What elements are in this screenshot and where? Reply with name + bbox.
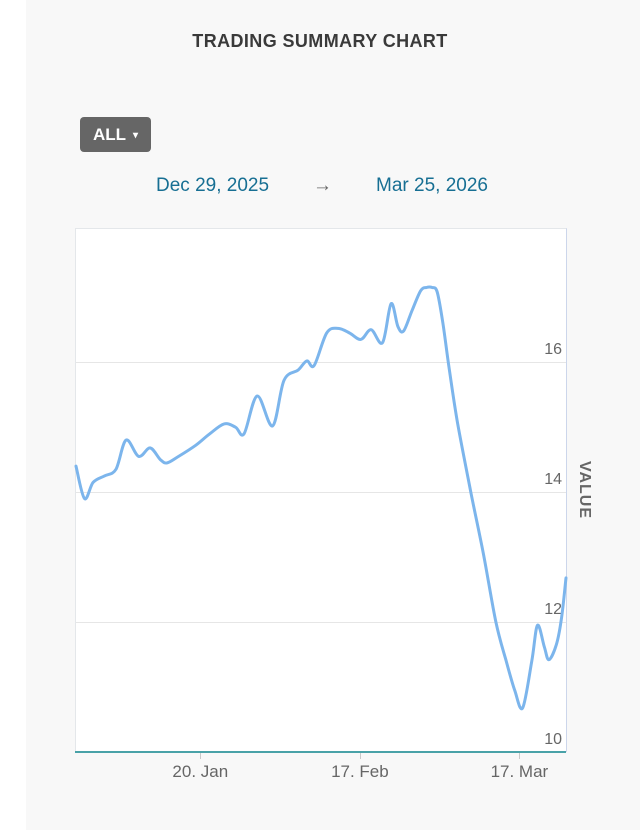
x-axis-tick-label: 17. Mar — [490, 762, 549, 781]
x-axis-tick-label: 17. Feb — [331, 762, 389, 781]
series-chart-svg — [74, 285, 568, 711]
x-axis-line — [75, 751, 566, 753]
x-axis-tick-label: 20. Jan — [172, 762, 229, 781]
start-date-link[interactable]: Dec 29, 2025 — [156, 175, 270, 196]
page-title: TRADING SUMMARY CHART — [192, 31, 448, 51]
x-axis-tick — [519, 753, 521, 759]
end-date-link[interactable]: Mar 25, 2026 — [376, 175, 488, 196]
gridline — [76, 622, 566, 624]
caret-down-icon: ▾ — [133, 129, 139, 141]
x-axis-tick — [200, 753, 202, 759]
y-axis-tick-label: 10 — [544, 731, 562, 748]
y-axis-tick-label: 16 — [544, 341, 562, 359]
gridline — [76, 492, 566, 494]
series-line — [74, 285, 568, 711]
date-range-row: Dec 29, 2025 → Mar 25, 2026 — [26, 174, 618, 198]
y-axis-tick-label: 14 — [544, 471, 562, 489]
range-dropdown-label: ALL — [93, 124, 127, 144]
gridline — [76, 362, 566, 364]
chart-plot-area[interactable]: 16 14 12 10 — [74, 228, 568, 752]
range-dropdown-button[interactable]: ALL ▾ — [80, 117, 152, 152]
arrow-right-icon: → — [313, 175, 333, 196]
y-axis-tick-label: 12 — [544, 601, 562, 619]
y-axis-title: VALUE — [576, 460, 594, 519]
x-axis-tick — [359, 753, 361, 759]
